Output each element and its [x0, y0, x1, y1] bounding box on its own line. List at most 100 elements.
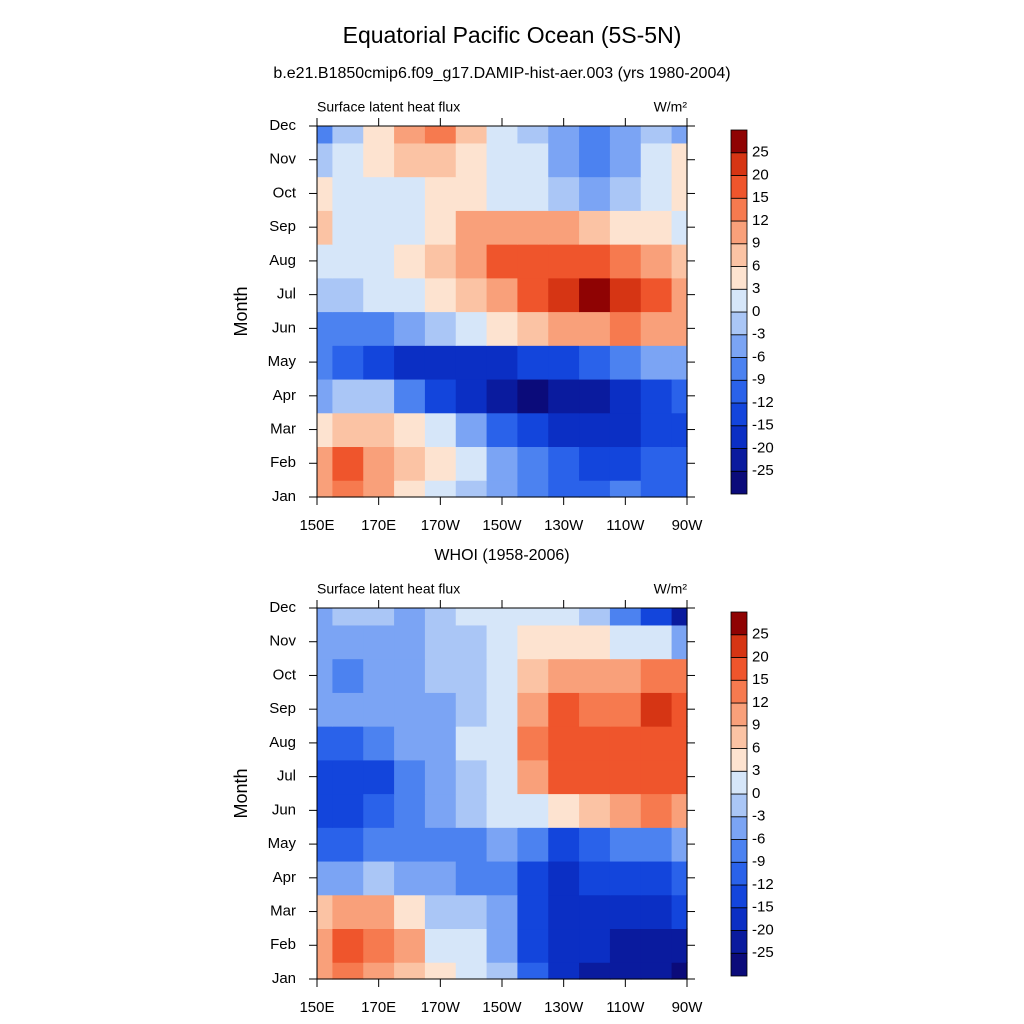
contour-cell — [394, 827, 426, 862]
contour-cell — [579, 311, 611, 346]
contour-cell — [317, 412, 334, 448]
colorbar-label: -3 — [752, 326, 765, 343]
contour-cell — [317, 759, 334, 795]
contour-cell — [548, 608, 580, 626]
colorbar-label: -12 — [752, 394, 774, 411]
contour-cell — [394, 480, 426, 498]
contour-cell — [548, 210, 580, 245]
colorbar-label: -6 — [752, 830, 765, 847]
contour-cell — [671, 277, 688, 313]
contour-cell — [609, 624, 642, 660]
contour-cell — [671, 142, 688, 178]
colorbar-label: 0 — [752, 303, 760, 320]
contour-cell — [363, 726, 395, 761]
contour-cell — [332, 210, 364, 245]
colorbar-label: -9 — [752, 371, 765, 388]
contour-cell — [455, 608, 488, 626]
contour-cell — [455, 277, 488, 313]
contour-cell — [332, 860, 364, 896]
contour-cell — [455, 827, 488, 862]
contour-cell — [363, 624, 395, 660]
contour-cell — [317, 608, 334, 626]
contour-cell — [640, 142, 673, 178]
colorbar-label: 9 — [752, 235, 760, 252]
contour-cell — [317, 345, 334, 380]
colorbar-label: 25 — [752, 626, 769, 643]
x-tick-label: 170E — [361, 517, 396, 534]
y-tick-label: Feb — [270, 454, 296, 471]
contour-cell — [394, 345, 426, 380]
contour-cell — [548, 658, 580, 693]
contour-cell — [363, 759, 395, 795]
colorbar-label: -12 — [752, 876, 774, 893]
colorbar-box — [730, 334, 748, 358]
colorbar-label: 20 — [752, 648, 769, 665]
contour-cell — [455, 311, 488, 346]
colorbar-label: -20 — [752, 921, 774, 938]
contour-cell — [609, 480, 642, 498]
colorbar-label: 9 — [752, 717, 760, 734]
contour-cell — [424, 378, 457, 414]
x-tick-label: 90W — [672, 999, 704, 1016]
contour-cell — [455, 210, 488, 245]
contour-cell — [640, 126, 673, 144]
contour-cell — [579, 928, 611, 963]
contour-cell — [579, 827, 611, 862]
contour-cell — [317, 311, 334, 346]
contour-cell — [640, 345, 673, 380]
contour-cell — [486, 759, 519, 795]
contour-cell — [394, 311, 426, 346]
colorbar-box — [730, 793, 748, 818]
contour-cell — [517, 827, 549, 862]
colorbar-box — [730, 702, 748, 727]
contour-cell — [455, 658, 488, 693]
y-tick-label: Jan — [272, 970, 296, 987]
contour-cell — [363, 210, 395, 245]
contour-cell — [640, 759, 673, 795]
contour-cell — [517, 692, 549, 727]
contour-cell — [517, 658, 549, 693]
contour-cell — [640, 928, 673, 963]
contour-cell — [579, 412, 611, 448]
contour-cell — [671, 928, 688, 963]
contour-cell — [671, 860, 688, 896]
contour-cell — [671, 378, 688, 414]
contour-cell — [424, 446, 457, 481]
contour-cell — [579, 210, 611, 245]
contour-cell — [332, 928, 364, 963]
contour-cell — [486, 860, 519, 896]
contour-cell — [640, 244, 673, 279]
contour-cell — [517, 311, 549, 346]
contour-cell — [363, 277, 395, 313]
contour-cell — [424, 692, 457, 727]
x-tick-label: 170W — [421, 999, 461, 1016]
colorbar-label: -15 — [752, 899, 774, 916]
contour-cell — [424, 126, 457, 144]
contour-cell — [609, 608, 642, 626]
colorbar-box — [730, 816, 748, 840]
x-tick-label: 90W — [672, 517, 704, 534]
colorbar-label: 6 — [752, 257, 760, 274]
contour-cell — [394, 608, 426, 626]
contour-cell — [363, 928, 395, 963]
contour-cell — [548, 759, 580, 795]
contour-cell — [579, 446, 611, 481]
contour-cell — [609, 244, 642, 279]
contour-cell — [455, 378, 488, 414]
contour-cell — [363, 827, 395, 862]
contour-cell — [517, 142, 549, 178]
contour-cell — [486, 962, 519, 980]
contour-cell — [609, 928, 642, 963]
contour-cell — [517, 210, 549, 245]
contour-cell — [486, 726, 519, 761]
colorbar-box — [730, 611, 748, 636]
x-tick-label: 150W — [482, 517, 522, 534]
contour-cell — [579, 480, 611, 498]
contour-cell — [394, 860, 426, 896]
colorbar-label: -9 — [752, 853, 765, 870]
contour-cell — [486, 894, 519, 930]
contour-cell — [640, 412, 673, 448]
contour-cell — [548, 894, 580, 930]
contour-cell — [486, 480, 519, 498]
x-tick-label: 130W — [544, 999, 584, 1016]
